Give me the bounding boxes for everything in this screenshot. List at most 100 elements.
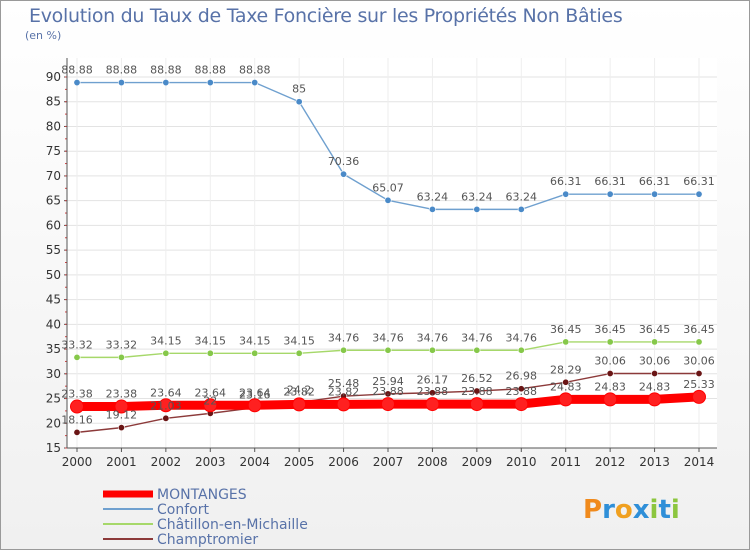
data-point <box>562 378 570 386</box>
x-tick-label-2000: 2000 <box>62 455 93 469</box>
series-confort <box>73 79 703 213</box>
data-point <box>340 346 348 354</box>
y-tick-label-25: 25 <box>46 392 61 406</box>
data-label: 23.64 <box>150 386 182 399</box>
y-tick-label-50: 50 <box>46 268 61 282</box>
data-point <box>251 79 259 87</box>
data-label: 88.88 <box>106 64 138 77</box>
data-label: 28.29 <box>550 363 582 376</box>
data-label: 36.45 <box>639 323 671 336</box>
data-label: 30.06 <box>639 355 671 368</box>
data-point <box>606 190 614 198</box>
data-point <box>562 190 570 198</box>
data-point <box>340 170 348 178</box>
data-point <box>651 370 659 378</box>
data-label: 25.94 <box>372 375 404 388</box>
y-tick-label-40: 40 <box>46 317 61 331</box>
data-label: 23.38 <box>61 388 93 401</box>
data-label: 66.31 <box>683 175 715 188</box>
data-label: 30.06 <box>594 355 626 368</box>
data-point <box>473 387 481 395</box>
data-label: 63.24 <box>506 190 538 203</box>
data-point <box>558 392 573 407</box>
y-tick-label-55: 55 <box>46 243 61 257</box>
data-label: 23.88 <box>417 385 449 398</box>
data-label: 23.16 <box>239 389 271 402</box>
data-point <box>162 349 170 357</box>
data-point <box>606 370 614 378</box>
plot-area <box>67 58 717 448</box>
data-label: 25.48 <box>328 377 360 390</box>
y-tick-label-85: 85 <box>46 95 61 109</box>
data-point <box>295 98 303 106</box>
data-label: 34.15 <box>150 334 182 347</box>
data-label: 34.76 <box>372 331 404 344</box>
data-point <box>517 205 525 213</box>
data-label: 23.88 <box>506 385 538 398</box>
data-point <box>336 397 351 412</box>
x-tick-label-2012: 2012 <box>595 455 626 469</box>
data-point <box>162 414 170 422</box>
data-point <box>114 399 129 414</box>
data-label: 21.03 <box>150 399 182 412</box>
x-tick-label-2013: 2013 <box>639 455 670 469</box>
data-label: 33.32 <box>106 338 138 351</box>
data-label: 34.15 <box>283 334 315 347</box>
data-label: 33.32 <box>61 338 93 351</box>
data-label: 23.88 <box>461 385 493 398</box>
data-label: 24.83 <box>594 380 626 393</box>
data-label: 23.82 <box>283 385 315 398</box>
data-point <box>692 389 706 404</box>
data-label: 34.76 <box>417 331 449 344</box>
x-tick-label-2011: 2011 <box>550 455 581 469</box>
data-label: 23.88 <box>372 385 404 398</box>
y-tick-label-35: 35 <box>46 342 61 356</box>
data-label: 34.76 <box>506 331 538 344</box>
series-montanges <box>70 389 706 414</box>
data-point <box>514 397 529 412</box>
x-tick-label-2005: 2005 <box>284 455 315 469</box>
data-label: 34.76 <box>461 331 493 344</box>
data-label: 88.88 <box>61 64 93 77</box>
data-point <box>158 398 173 413</box>
data-label: 85 <box>292 83 306 96</box>
data-point <box>206 79 214 87</box>
series-ch-tillon-en-michaille <box>73 338 703 361</box>
data-point <box>117 353 125 361</box>
data-point <box>247 398 262 413</box>
data-point <box>695 190 703 198</box>
data-point <box>117 79 125 87</box>
legend-label: MONTANGES <box>157 487 247 503</box>
legend-label: Champtromier <box>157 532 258 548</box>
y-tick-label-80: 80 <box>46 119 61 133</box>
data-label: 63.24 <box>417 190 449 203</box>
y-tick-label-90: 90 <box>46 70 61 84</box>
data-point <box>162 79 170 87</box>
chart-title: Evolution du Taux de Taxe Foncière sur l… <box>29 5 623 27</box>
legend-label: Châtillon-en-Michaille <box>157 517 308 533</box>
data-label: 36.45 <box>683 323 715 336</box>
data-point <box>651 338 659 346</box>
data-point <box>647 392 662 407</box>
y-tick-label-20: 20 <box>46 416 61 430</box>
data-label: 19.12 <box>106 409 138 422</box>
data-label: 65.07 <box>372 181 404 194</box>
data-point <box>384 196 392 204</box>
data-point <box>428 205 436 213</box>
x-tick-label-2001: 2001 <box>106 455 137 469</box>
data-point <box>606 338 614 346</box>
data-label: 23.38 <box>106 388 138 401</box>
y-tick-label-60: 60 <box>46 218 61 232</box>
x-tick-label-2007: 2007 <box>373 455 404 469</box>
data-label: 66.31 <box>594 175 626 188</box>
y-tick-label-65: 65 <box>46 194 61 208</box>
data-label: 25.33 <box>683 378 715 391</box>
proxiti-logo: Proxiti <box>583 495 680 525</box>
data-point <box>603 392 618 407</box>
data-point <box>695 370 703 378</box>
data-label: 26.17 <box>417 374 449 387</box>
data-point <box>292 397 307 412</box>
data-point <box>73 428 81 436</box>
data-label: 63.24 <box>461 190 493 203</box>
